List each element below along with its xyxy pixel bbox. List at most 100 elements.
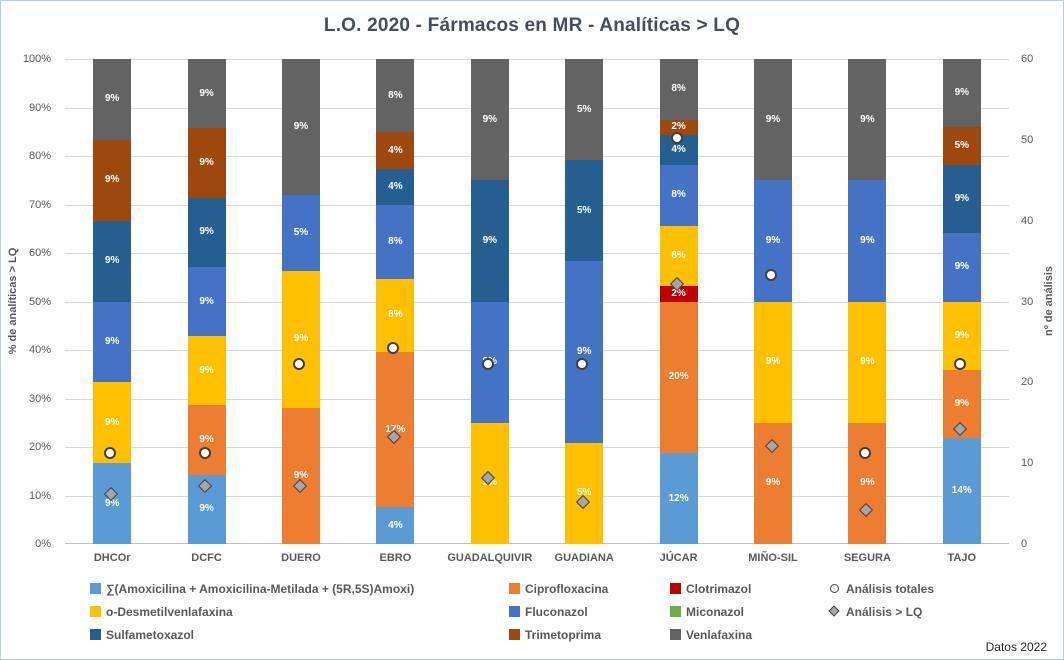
category-label: DCFC (191, 552, 222, 564)
bar-segment: 4% (376, 168, 415, 206)
right-axis-tick: 60 (1021, 53, 1034, 65)
bar-segment: 9% (282, 271, 320, 408)
gridline (65, 447, 1009, 448)
segment-label: 9% (576, 346, 592, 358)
segment-label: 9% (954, 193, 970, 205)
bar-segment: 9% (187, 128, 226, 198)
legend-swatch-icon (509, 629, 520, 640)
bar-segment: 9% (754, 59, 792, 181)
segment-label: 4% (388, 519, 403, 531)
category-label: DHCOr (93, 552, 131, 564)
y-axis-tick: 10% (28, 489, 51, 502)
y-axis-tick: 40% (28, 344, 51, 356)
bar-segment: 8% (376, 278, 415, 352)
bar-segment: 9% (187, 266, 226, 337)
bar-segment: 9% (754, 180, 792, 302)
gridline (65, 398, 1009, 400)
legend-item-label: o-Desmetilvenlafaxina (106, 605, 233, 619)
bar-júcar: 12% 20% 2% 8% 8% 4% 2% 8% (659, 59, 698, 544)
bar-segment: 9% (942, 233, 981, 302)
segment-label: 9% (293, 121, 309, 133)
segment-label: 2% (671, 287, 686, 299)
bar-tajo: 14% 9% 9% 9% 9% 5% 9% (942, 59, 981, 544)
bar-segment: 5% (282, 195, 320, 272)
y-axis-tick: 100% (22, 53, 51, 65)
segment-label: 9% (199, 226, 214, 238)
bar-segment: 17% (376, 351, 415, 508)
bar-guadiana: 5% 9% 5% 5% (565, 59, 604, 544)
y-axis-tick: 20% (28, 441, 51, 453)
segment-label: 9% (293, 333, 309, 345)
segment-label: 9% (765, 356, 781, 368)
segment-label: 5% (954, 140, 970, 152)
bar-segment: 9% (470, 422, 509, 544)
legend-item-label: Ciprofloxacina (525, 582, 609, 596)
bar-segment: 8% (376, 59, 415, 133)
legend-swatch-icon (670, 629, 681, 640)
bar-segment: 8% (376, 205, 415, 279)
legend-item-label: Trimetoprima (525, 628, 602, 642)
bar-duero: 9% 9% 5% 9% (282, 59, 320, 544)
legend-item-label: Análisis > LQ (846, 605, 923, 619)
analisis-totales-marker (953, 358, 966, 371)
category-label: EBRO (379, 552, 412, 564)
segment-label: 9% (104, 416, 120, 428)
bar-segment: 9% (565, 261, 604, 443)
bar-guadalquivir: 9%9%9%9% (470, 59, 509, 544)
segment-label: 9% (104, 335, 120, 347)
right-axis-tick: 30 (1021, 295, 1034, 308)
bar-segment: 9% (470, 59, 509, 181)
segment-label: 9% (860, 356, 875, 368)
bar-segment: 8% (659, 165, 698, 226)
segment-label: 17% (385, 423, 406, 435)
bar-segment: 9% (187, 405, 226, 475)
legend-swatch-icon (670, 583, 681, 594)
chart-title: L.O. 2020 - Fármacos en MR - Analíticas … (323, 15, 741, 36)
bar-segment: 9% (848, 59, 887, 181)
segment-label: 9% (104, 255, 120, 267)
gridline (65, 59, 1009, 60)
right-axis-tick: 20 (1021, 376, 1034, 389)
bar-segment: 9% (93, 139, 132, 221)
bar-segura: 9% 9% 9% 9% (848, 59, 887, 544)
category-label: TAJO (947, 552, 977, 564)
analisis-totales-marker (481, 358, 494, 371)
segment-label: 9% (199, 503, 214, 515)
category-label: GUADALQUIVIR (447, 552, 533, 564)
gridline (65, 543, 1009, 544)
bar-segment: 9% (187, 59, 226, 129)
category-label: DUERO (281, 552, 321, 564)
bar-ebro: 4% 17% 8% 8% 4% 4% 8% (376, 59, 415, 544)
legend-item-label: Sulfametoxazol (106, 628, 195, 642)
gridline (65, 107, 1009, 109)
segment-label: 8% (388, 309, 403, 321)
bar-segment: 9% (848, 422, 887, 544)
bar-segment: 2% (659, 286, 698, 302)
analisis-totales-marker (576, 358, 589, 371)
legend-item-label: Análisis totales (846, 582, 935, 596)
bar-segment: 5% (565, 160, 604, 262)
segment-label: 9% (199, 295, 214, 307)
segment-label: 4% (388, 181, 403, 193)
segment-label: 2% (671, 121, 686, 133)
segment-label: 9% (860, 477, 875, 489)
bar-segment: 9% (93, 301, 132, 383)
segment-label: 5% (576, 204, 592, 216)
y-axis-tick: 30% (28, 392, 51, 405)
segment-label: 4% (671, 143, 686, 155)
y-axis-tick: 0% (35, 538, 51, 550)
gridline (65, 495, 1009, 497)
segment-label: 9% (199, 156, 214, 168)
right-axis-tick: 0 (1021, 538, 1028, 550)
legend-swatch-icon (670, 606, 681, 617)
segment-label: 5% (293, 227, 309, 239)
plot-area: 9% 9% 9% 9% 9% 9% 9% 9% 9% 9% 9% 9% 9% 9% 9% 5% 9% 4% 17% 8… (65, 59, 1009, 544)
y-axis-tick: 90% (28, 101, 51, 114)
segment-label: 12% (668, 492, 689, 504)
segment-label: 9% (104, 93, 120, 105)
bar-miño-sil: 9% 9% 9% 9% (754, 59, 792, 544)
segment-label: 9% (954, 261, 970, 273)
gridline (65, 156, 1009, 157)
y-axis-tick: 70% (28, 198, 51, 211)
